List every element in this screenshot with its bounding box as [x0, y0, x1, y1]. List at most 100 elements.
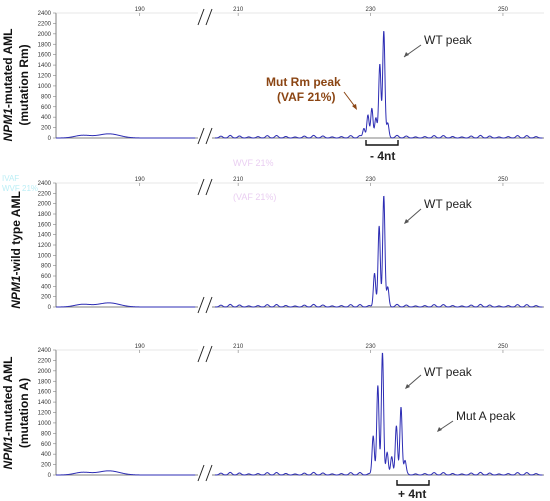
mut-rm-peak-label: Mut Rm peak [266, 75, 341, 89]
axis-break-slash [205, 296, 213, 314]
y-tick-label: 1800 [38, 212, 52, 218]
x-tick-label: 250 [498, 177, 509, 183]
y-tick-label: 1600 [38, 222, 52, 228]
y-tick-label: 600 [41, 105, 52, 111]
y-tick-label: 1200 [38, 411, 52, 417]
panel-label-mutation-rm: NPM1-mutated AML [1, 29, 15, 142]
panel-wild-type: NPM1-wild type AML 0 200 400 600 800 1000 1200… [9, 177, 544, 314]
y-tick-label: 2200 [38, 358, 52, 364]
axis-break-mask [198, 129, 212, 143]
y-tick-label: 1400 [38, 63, 52, 69]
y-tick-label: 1200 [38, 74, 52, 80]
y-tick-label: 0 [48, 305, 52, 311]
axis-break-slash [197, 8, 205, 26]
y-tick-label: 2400 [38, 11, 52, 17]
axis-break-mask [198, 347, 212, 361]
x-tick-label: 230 [366, 7, 377, 13]
x-tick-label: 190 [135, 344, 146, 350]
wt-peak-arrowhead [405, 384, 410, 389]
mut-rm-vaf-label: (VAF 21%) [277, 90, 335, 104]
y-tick-label: 1800 [38, 379, 52, 385]
trace-segment-right [214, 352, 543, 476]
ghost-text-2: (VAF 21%) [233, 192, 276, 202]
x-tick-label: 250 [498, 7, 509, 13]
wt-peak-label: WT peak [424, 33, 473, 47]
y-tick-label: 0 [48, 136, 52, 142]
y-tick-label: 1000 [38, 84, 52, 90]
y-tick-label: 1400 [38, 400, 52, 406]
x-tick-label: 230 [366, 177, 377, 183]
x-tick-label: 250 [498, 344, 509, 350]
panel-label-line2-mutation-a: (mutation A) [17, 378, 31, 448]
y-tick-label: 400 [41, 115, 52, 121]
y-tick-label: 2400 [38, 181, 52, 187]
y-tick-label: 800 [41, 94, 52, 100]
y-tick-label: 2000 [38, 369, 52, 375]
ghost-text-3: IVAF [2, 174, 19, 183]
ghost-text-1: WVF 21% [233, 158, 274, 168]
x-tick-label: 190 [135, 177, 146, 183]
y-tick-label: 800 [41, 264, 52, 270]
panel-label-line2-mutation-rm: (mutation Rm) [17, 44, 31, 125]
shift-bracket [396, 480, 430, 486]
axis-break-slash [197, 127, 205, 145]
x-tick-label: 210 [233, 344, 244, 350]
axis-break-mask [198, 10, 212, 24]
trace-segment-left [56, 470, 196, 476]
x-tick-label: 210 [233, 7, 244, 13]
trace-segment-right [214, 31, 543, 139]
mut-a-peak-arrowhead [437, 427, 442, 432]
y-tick-label: 2200 [38, 191, 52, 197]
trace [56, 195, 543, 308]
axis-break-slash [197, 345, 205, 363]
trace-segment-left [56, 133, 196, 139]
ghost-text-4: WVF 21% [2, 184, 38, 193]
shift-bracket-label: - 4nt [370, 149, 395, 163]
y-tick-label: 600 [41, 274, 52, 280]
y-tick-label: 1400 [38, 233, 52, 239]
axis-break-mask [198, 298, 212, 312]
y-tick-label: 600 [41, 442, 52, 448]
panel-label-wild-type: NPM1-wild type AML [9, 191, 23, 309]
axis-break-slash [197, 296, 205, 314]
y-tick-label: 800 [41, 431, 52, 437]
x-tick-label: 210 [233, 177, 244, 183]
axis-break-mask [198, 466, 212, 480]
y-tick-label: 1600 [38, 53, 52, 59]
axis-break-slash [205, 127, 213, 145]
y-tick-label: 200 [41, 295, 52, 301]
y-tick-label: 200 [41, 126, 52, 132]
trace-segment-left [56, 302, 196, 308]
trace-segment-right [214, 195, 543, 308]
axis-break-mask [198, 180, 212, 194]
wt-peak-arrowhead [404, 52, 409, 57]
axis-break-slash [205, 345, 213, 363]
wt-peak-label: WT peak [424, 197, 473, 211]
trace [56, 352, 543, 476]
y-tick-label: 2200 [38, 21, 52, 27]
wt-peak-arrowhead [404, 219, 409, 224]
x-tick-label: 190 [135, 7, 146, 13]
y-tick-label: 2400 [38, 348, 52, 354]
mut-a-peak-label: Mut A peak [456, 409, 516, 423]
shift-bracket [365, 140, 399, 146]
y-tick-label: 1000 [38, 421, 52, 427]
panel-label-mutation-a: NPM1-mutated AML [1, 357, 15, 470]
y-tick-label: 200 [41, 463, 52, 469]
y-tick-label: 400 [41, 284, 52, 290]
shift-bracket-label: + 4nt [398, 487, 426, 501]
panel-mutation-rm: NPM1-mutated AML (mutation Rm) 0 200 400 60… [1, 7, 544, 163]
x-tick-label: 230 [366, 344, 377, 350]
y-tick-label: 1800 [38, 42, 52, 48]
panel-mutation-a: NPM1-mutated AML (mutation A) 0 200 400 600… [1, 344, 544, 501]
axis-break-slash [205, 178, 213, 196]
y-tick-label: 2000 [38, 202, 52, 208]
axis-break-slash [197, 464, 205, 482]
y-tick-label: 2000 [38, 32, 52, 38]
trace [56, 31, 543, 139]
y-tick-label: 1200 [38, 243, 52, 249]
axes: 0 200 400 600 800 1000 1200 1400 1600 1800 2000 220… [38, 7, 544, 145]
axis-break-slash [205, 464, 213, 482]
axis-break-slash [197, 178, 205, 196]
